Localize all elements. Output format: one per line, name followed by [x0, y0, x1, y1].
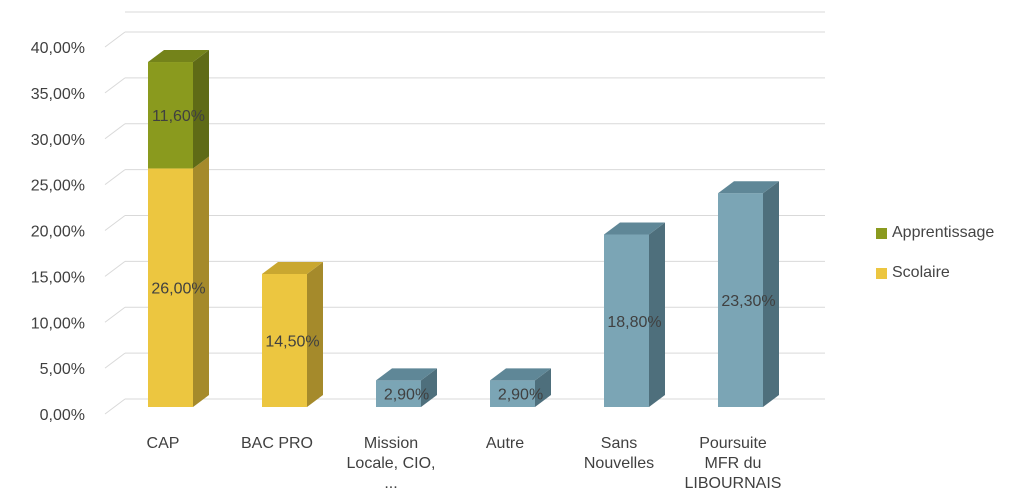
- bar-side: [763, 181, 779, 407]
- x-tick-label: Autre: [486, 435, 524, 452]
- legend-swatch-scolaire: [876, 267, 887, 279]
- legend-label-apprentissage: Apprentissage: [892, 224, 995, 241]
- data-label: 14,50%: [265, 333, 319, 350]
- gridline-depth: [104, 123, 126, 140]
- gridline-depth: [104, 352, 126, 369]
- x-tick-label: Mission: [364, 435, 418, 452]
- data-label: 26,00%: [151, 281, 205, 298]
- data-label: 2,90%: [384, 387, 429, 404]
- x-tick-label: BAC PRO: [241, 435, 313, 452]
- y-tick-label: 30,00%: [31, 132, 85, 149]
- bar-side: [535, 368, 551, 407]
- bar-front: [604, 234, 649, 407]
- y-tick-label: 35,00%: [31, 86, 85, 103]
- x-tick-label: CAP: [147, 435, 180, 452]
- bar-top: [376, 368, 437, 381]
- bar-front: [148, 62, 193, 169]
- gridline-depth: [104, 31, 126, 48]
- bar-side: [193, 50, 209, 169]
- x-tick-label: Locale, CIO,: [347, 455, 436, 472]
- y-tick-label: 10,00%: [31, 315, 85, 332]
- y-tick-label: 0,00%: [40, 407, 85, 424]
- gridline-depth: [104, 169, 126, 186]
- gridline-depth: [104, 398, 126, 415]
- bar-front: [262, 273, 307, 407]
- legend-item-scolaire: Scolaire: [876, 262, 994, 284]
- bar-side: [307, 261, 323, 407]
- x-tick-label: MFR du: [705, 455, 762, 472]
- bar-side: [421, 368, 437, 407]
- x-tick-label: Nouvelles: [584, 455, 654, 472]
- x-tick-label: Sans: [601, 435, 637, 452]
- y-tick-label: 25,00%: [31, 178, 85, 195]
- bar-front: [376, 380, 421, 407]
- legend-swatch-apprentissage: [876, 227, 887, 239]
- legend-item-apprentissage: Apprentissage: [876, 222, 994, 244]
- data-label: 11,60%: [152, 108, 205, 125]
- bar-side: [649, 222, 665, 407]
- gridline-depth: [104, 306, 126, 323]
- bar-side: [193, 156, 209, 407]
- gridline-depth: [104, 77, 126, 94]
- y-tick-label: 20,00%: [31, 224, 85, 241]
- y-tick-label: 40,00%: [31, 40, 85, 57]
- bar-top: [262, 261, 323, 274]
- x-tick-label: LIBOURNAIS: [685, 475, 782, 492]
- x-tick-label: ...: [384, 475, 397, 492]
- bar-top: [490, 368, 551, 381]
- y-tick-label: 5,00%: [40, 361, 85, 378]
- x-tick-label: Poursuite: [699, 435, 767, 452]
- data-label: 23,30%: [721, 293, 775, 310]
- bar-top: [148, 50, 209, 63]
- data-label: 2,90%: [498, 387, 543, 404]
- gridline-depth: [104, 260, 126, 277]
- bar-front: [148, 168, 193, 407]
- bar-front: [490, 380, 535, 407]
- legend: Apprentissage Scolaire: [876, 222, 994, 302]
- y-tick-label: 15,00%: [31, 269, 85, 286]
- bar-top: [604, 222, 665, 235]
- bar-top: [718, 181, 779, 194]
- data-label: 18,80%: [607, 314, 661, 331]
- legend-label-scolaire: Scolaire: [892, 264, 950, 281]
- bar-front: [718, 193, 763, 407]
- gridline-depth: [104, 215, 126, 231]
